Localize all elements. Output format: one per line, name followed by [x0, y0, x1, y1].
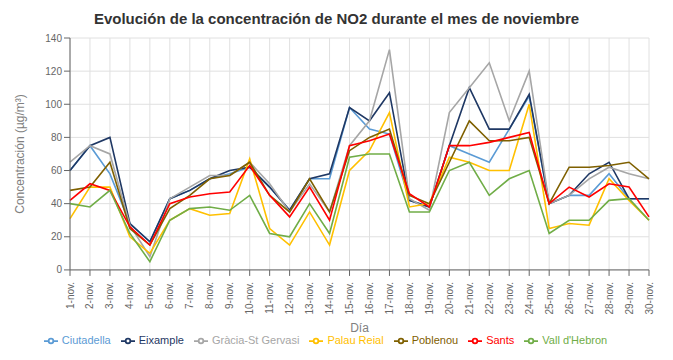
svg-text:10-nov.: 10-nov.	[244, 282, 255, 315]
svg-text:16-nov.: 16-nov.	[364, 282, 375, 315]
svg-text:17-nov.: 17-nov.	[384, 282, 395, 315]
svg-text:22-nov.: 22-nov.	[484, 282, 495, 315]
svg-text:15-nov.: 15-nov.	[344, 282, 355, 315]
html-text:Gràcia-St Gervasi: Gràcia-St Gervasi	[212, 333, 300, 346]
svg-text:28-nov.: 28-nov.	[604, 282, 615, 315]
svg-text:4-nov.: 4-nov.	[124, 282, 135, 309]
svg-text:19-nov.: 19-nov.	[424, 282, 435, 315]
svg-text:1-nov.: 1-nov.	[65, 282, 76, 309]
html-text:Vall d'Hebron: Vall d'Hebron	[542, 333, 608, 346]
svg-text:100: 100	[45, 99, 62, 110]
svg-text:Concentración (µg/m³): Concentración (µg/m³)	[13, 94, 27, 214]
html-text:Ciutadella: Ciutadella	[61, 333, 111, 346]
svg-text:80: 80	[51, 132, 63, 143]
html-text:Poblenou: Poblenou	[411, 333, 459, 346]
svg-text:Día: Día	[350, 321, 369, 335]
svg-text:27-nov.: 27-nov.	[584, 282, 595, 315]
svg-text:11-nov.: 11-nov.	[264, 282, 275, 314]
svg-text:21-nov.: 21-nov.	[464, 282, 475, 315]
svg-text:140: 140	[45, 33, 62, 44]
svg-text:0: 0	[56, 264, 62, 275]
svg-text:26-nov.: 26-nov.	[564, 282, 575, 315]
svg-text:8-nov.: 8-nov.	[204, 282, 215, 309]
svg-text:5-nov.: 5-nov.	[144, 282, 155, 309]
svg-text:40: 40	[51, 198, 63, 209]
svg-text:18-nov.: 18-nov.	[404, 282, 415, 315]
svg-text:14-nov.: 14-nov.	[324, 282, 335, 315]
svg-text:9-nov.: 9-nov.	[224, 282, 235, 309]
svg-text:13-nov.: 13-nov.	[304, 282, 315, 315]
svg-text:23-nov.: 23-nov.	[504, 282, 515, 315]
svg-text:29-nov.: 29-nov.	[624, 282, 635, 315]
svg-text:24-nov.: 24-nov.	[524, 282, 535, 315]
svg-text:60: 60	[51, 165, 63, 176]
svg-text:2-nov.: 2-nov.	[84, 282, 95, 309]
html-text:Sants: Sants	[486, 333, 515, 346]
html-text:Evolución de la concentración: Evolución de la concentración de NO2 dur…	[93, 10, 580, 27]
svg-text:3-nov.: 3-nov.	[104, 282, 115, 309]
svg-text:30-nov.: 30-nov.	[644, 282, 655, 315]
svg-text:25-nov.: 25-nov.	[544, 282, 555, 315]
svg-text:12-nov.: 12-nov.	[284, 282, 295, 315]
html-text:Palau Reial: Palau Reial	[327, 333, 384, 346]
svg-text:7-nov.: 7-nov.	[184, 282, 195, 309]
svg-text:20: 20	[51, 231, 63, 242]
html-text:Eixample: Eixample	[138, 333, 184, 346]
svg-text:20-nov.: 20-nov.	[444, 282, 455, 315]
svg-text:6-nov.: 6-nov.	[164, 282, 175, 309]
svg-text:120: 120	[45, 66, 62, 77]
